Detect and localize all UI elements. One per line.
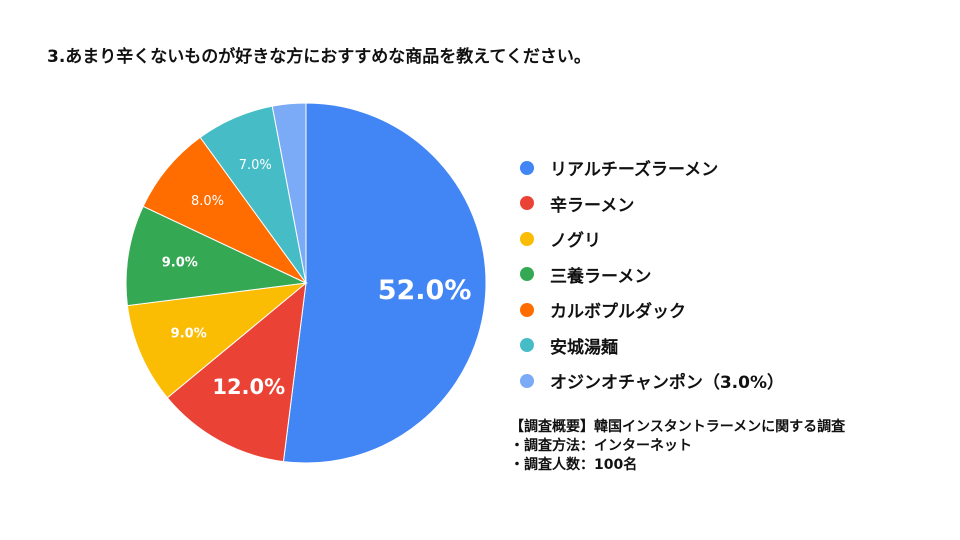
pie-slice-1 <box>166 281 307 463</box>
chart-legend: リアルチーズラーメン 辛ラーメン ノグリ 三養ラーメン カルボプルダック 安城湯… <box>520 150 784 399</box>
survey-note-count: ・調査人数：100名 <box>510 457 638 473</box>
pie-slices <box>125 102 487 464</box>
legend-label-0: リアルチーズラーメン <box>550 160 719 181</box>
legend-item-1: 辛ラーメン <box>520 186 784 222</box>
legend-item-2: ノグリ <box>520 221 784 257</box>
legend-marker-0 <box>520 160 534 175</box>
pie-slice-3 <box>125 205 308 307</box>
pie-slice-4 <box>142 136 307 284</box>
legend-label-2: ノグリ <box>550 231 601 252</box>
legend-marker-1 <box>520 196 534 211</box>
pie-slice-2 <box>126 282 308 399</box>
legend-item-4: カルボプルダック <box>520 292 784 328</box>
legend-item-5: 安城湯麺 <box>520 328 784 364</box>
pie-data-label-1: 12.0% <box>212 375 285 399</box>
pie-data-label-3: 9.0% <box>162 256 198 271</box>
legend-marker-4 <box>520 302 534 317</box>
legend-marker-5 <box>520 338 534 353</box>
survey-note-method: ・調査方法：インターネット <box>510 438 692 454</box>
legend-item-6: オジンオチャンポン（3.0%） <box>520 363 784 399</box>
legend-label-6: オジンオチャンポン（3.0%） <box>550 373 784 394</box>
pie-data-label-2: 9.0% <box>171 326 207 341</box>
legend-label-5: 安城湯麺 <box>550 337 618 358</box>
legend-item-3: 三養ラーメン <box>520 257 784 293</box>
legend-label-1: 辛ラーメン <box>550 195 635 216</box>
legend-label-4: カルボプルダック <box>550 302 686 323</box>
legend-marker-6 <box>520 373 534 388</box>
survey-notes: 【調査概要】韓国インスタントラーメンに関する調査 ・調査方法：インターネット ・… <box>510 418 845 475</box>
legend-item-0: リアルチーズラーメン <box>520 150 784 186</box>
pie-slice-6 <box>271 102 307 284</box>
legend-marker-2 <box>520 231 534 246</box>
survey-note-overview: 【調査概要】韓国インスタントラーメンに関する調査 <box>510 419 846 435</box>
pie-data-label-0: 52.0% <box>378 275 472 306</box>
legend-label-3: 三養ラーメン <box>550 266 652 287</box>
chart-title: 3.あまり辛くないものが好きな方におすすめな商品を教えてください。 <box>47 47 591 67</box>
pie-slice-0 <box>282 102 487 464</box>
pie-data-label-4: 8.0% <box>191 194 224 209</box>
pie-data-labels: 52.0% 12.0% 9.0% 9.0% 8.0% 7.0% <box>162 158 472 399</box>
legend-marker-3 <box>520 267 534 282</box>
pie-data-label-5: 7.0% <box>239 158 272 173</box>
